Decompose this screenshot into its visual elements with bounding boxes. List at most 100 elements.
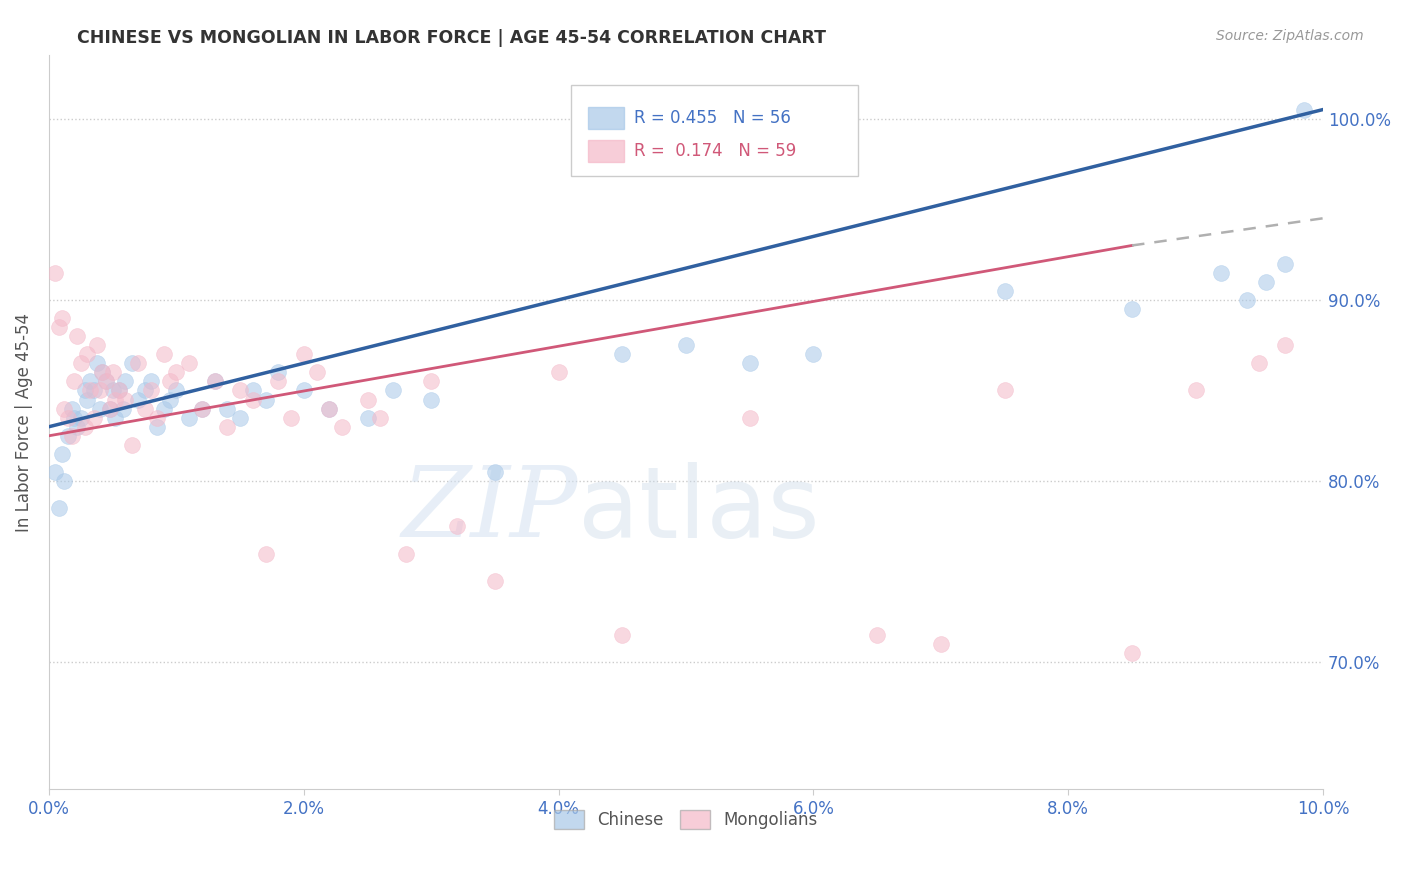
Point bbox=[114, 375, 136, 389]
Point bbox=[121, 356, 143, 370]
Point bbox=[738, 410, 761, 425]
Point bbox=[104, 410, 127, 425]
Text: R =  0.174   N = 59: R = 0.174 N = 59 bbox=[634, 142, 796, 160]
Point bbox=[179, 356, 201, 370]
Point bbox=[69, 410, 91, 425]
Point bbox=[484, 465, 506, 479]
Point bbox=[73, 384, 96, 398]
Point bbox=[267, 375, 290, 389]
Point bbox=[612, 628, 634, 642]
Bar bbox=[588, 139, 624, 161]
Point bbox=[146, 410, 169, 425]
Point bbox=[1184, 384, 1206, 398]
Point bbox=[96, 375, 118, 389]
Bar bbox=[588, 106, 624, 128]
Text: atlas: atlas bbox=[578, 462, 820, 558]
Text: CHINESE VS MONGOLIAN IN LABOR FORCE | AGE 45-54 CORRELATION CHART: CHINESE VS MONGOLIAN IN LABOR FORCE | AG… bbox=[77, 29, 827, 46]
Point bbox=[803, 347, 825, 361]
Point bbox=[134, 401, 156, 416]
Point bbox=[1292, 103, 1315, 117]
Legend: Chinese, Mongolians: Chinese, Mongolians bbox=[547, 804, 825, 836]
Point bbox=[165, 365, 187, 379]
Point bbox=[86, 356, 108, 370]
Point bbox=[738, 356, 761, 370]
Point bbox=[330, 419, 353, 434]
Point bbox=[76, 347, 98, 361]
Point bbox=[73, 419, 96, 434]
Point bbox=[63, 375, 86, 389]
Point bbox=[53, 474, 76, 488]
Point bbox=[51, 447, 73, 461]
Point bbox=[217, 401, 239, 416]
Point bbox=[101, 365, 124, 379]
Point bbox=[48, 320, 70, 334]
Point bbox=[280, 410, 302, 425]
Point bbox=[139, 384, 162, 398]
Point bbox=[292, 347, 315, 361]
Point bbox=[929, 637, 952, 651]
Point bbox=[484, 574, 506, 588]
Point bbox=[56, 429, 79, 443]
Point bbox=[994, 284, 1017, 298]
Point bbox=[104, 392, 127, 407]
Point bbox=[217, 419, 239, 434]
Point bbox=[356, 392, 378, 407]
Point bbox=[83, 410, 105, 425]
Point bbox=[191, 401, 214, 416]
Point bbox=[382, 384, 405, 398]
Point bbox=[69, 356, 91, 370]
Text: Source: ZipAtlas.com: Source: ZipAtlas.com bbox=[1216, 29, 1364, 43]
Point bbox=[229, 410, 252, 425]
Point bbox=[420, 375, 443, 389]
Y-axis label: In Labor Force | Age 45-54: In Labor Force | Age 45-54 bbox=[15, 313, 32, 532]
Point bbox=[254, 392, 277, 407]
Point bbox=[66, 329, 89, 343]
Point bbox=[1236, 293, 1258, 307]
Point bbox=[612, 347, 634, 361]
Point bbox=[292, 384, 315, 398]
Point bbox=[96, 375, 118, 389]
Point bbox=[114, 392, 136, 407]
Point bbox=[356, 410, 378, 425]
Point bbox=[1249, 356, 1271, 370]
Point bbox=[127, 356, 149, 370]
Point bbox=[1211, 266, 1233, 280]
Point bbox=[204, 375, 226, 389]
Point bbox=[675, 338, 697, 352]
Point bbox=[254, 547, 277, 561]
Point bbox=[89, 384, 111, 398]
Point bbox=[83, 384, 105, 398]
Point bbox=[420, 392, 443, 407]
Point bbox=[121, 438, 143, 452]
Point bbox=[994, 384, 1017, 398]
Point bbox=[89, 401, 111, 416]
Point bbox=[204, 375, 226, 389]
Point bbox=[53, 401, 76, 416]
Point bbox=[242, 384, 264, 398]
Point bbox=[395, 547, 418, 561]
Point bbox=[318, 401, 340, 416]
Point bbox=[139, 375, 162, 389]
Point bbox=[44, 465, 66, 479]
Point bbox=[98, 401, 121, 416]
Point bbox=[60, 429, 83, 443]
Point bbox=[60, 401, 83, 416]
Point bbox=[368, 410, 391, 425]
Point bbox=[242, 392, 264, 407]
Point bbox=[191, 401, 214, 416]
Point bbox=[152, 347, 174, 361]
Point bbox=[51, 310, 73, 325]
Point bbox=[79, 384, 101, 398]
Point bbox=[91, 365, 114, 379]
Point bbox=[547, 365, 569, 379]
Point bbox=[76, 392, 98, 407]
Point bbox=[152, 401, 174, 416]
Point bbox=[63, 410, 86, 425]
Point bbox=[134, 384, 156, 398]
Text: R = 0.455   N = 56: R = 0.455 N = 56 bbox=[634, 109, 790, 127]
Point bbox=[1121, 301, 1143, 316]
Point bbox=[86, 338, 108, 352]
Point bbox=[179, 410, 201, 425]
Point bbox=[267, 365, 290, 379]
Point bbox=[91, 365, 114, 379]
